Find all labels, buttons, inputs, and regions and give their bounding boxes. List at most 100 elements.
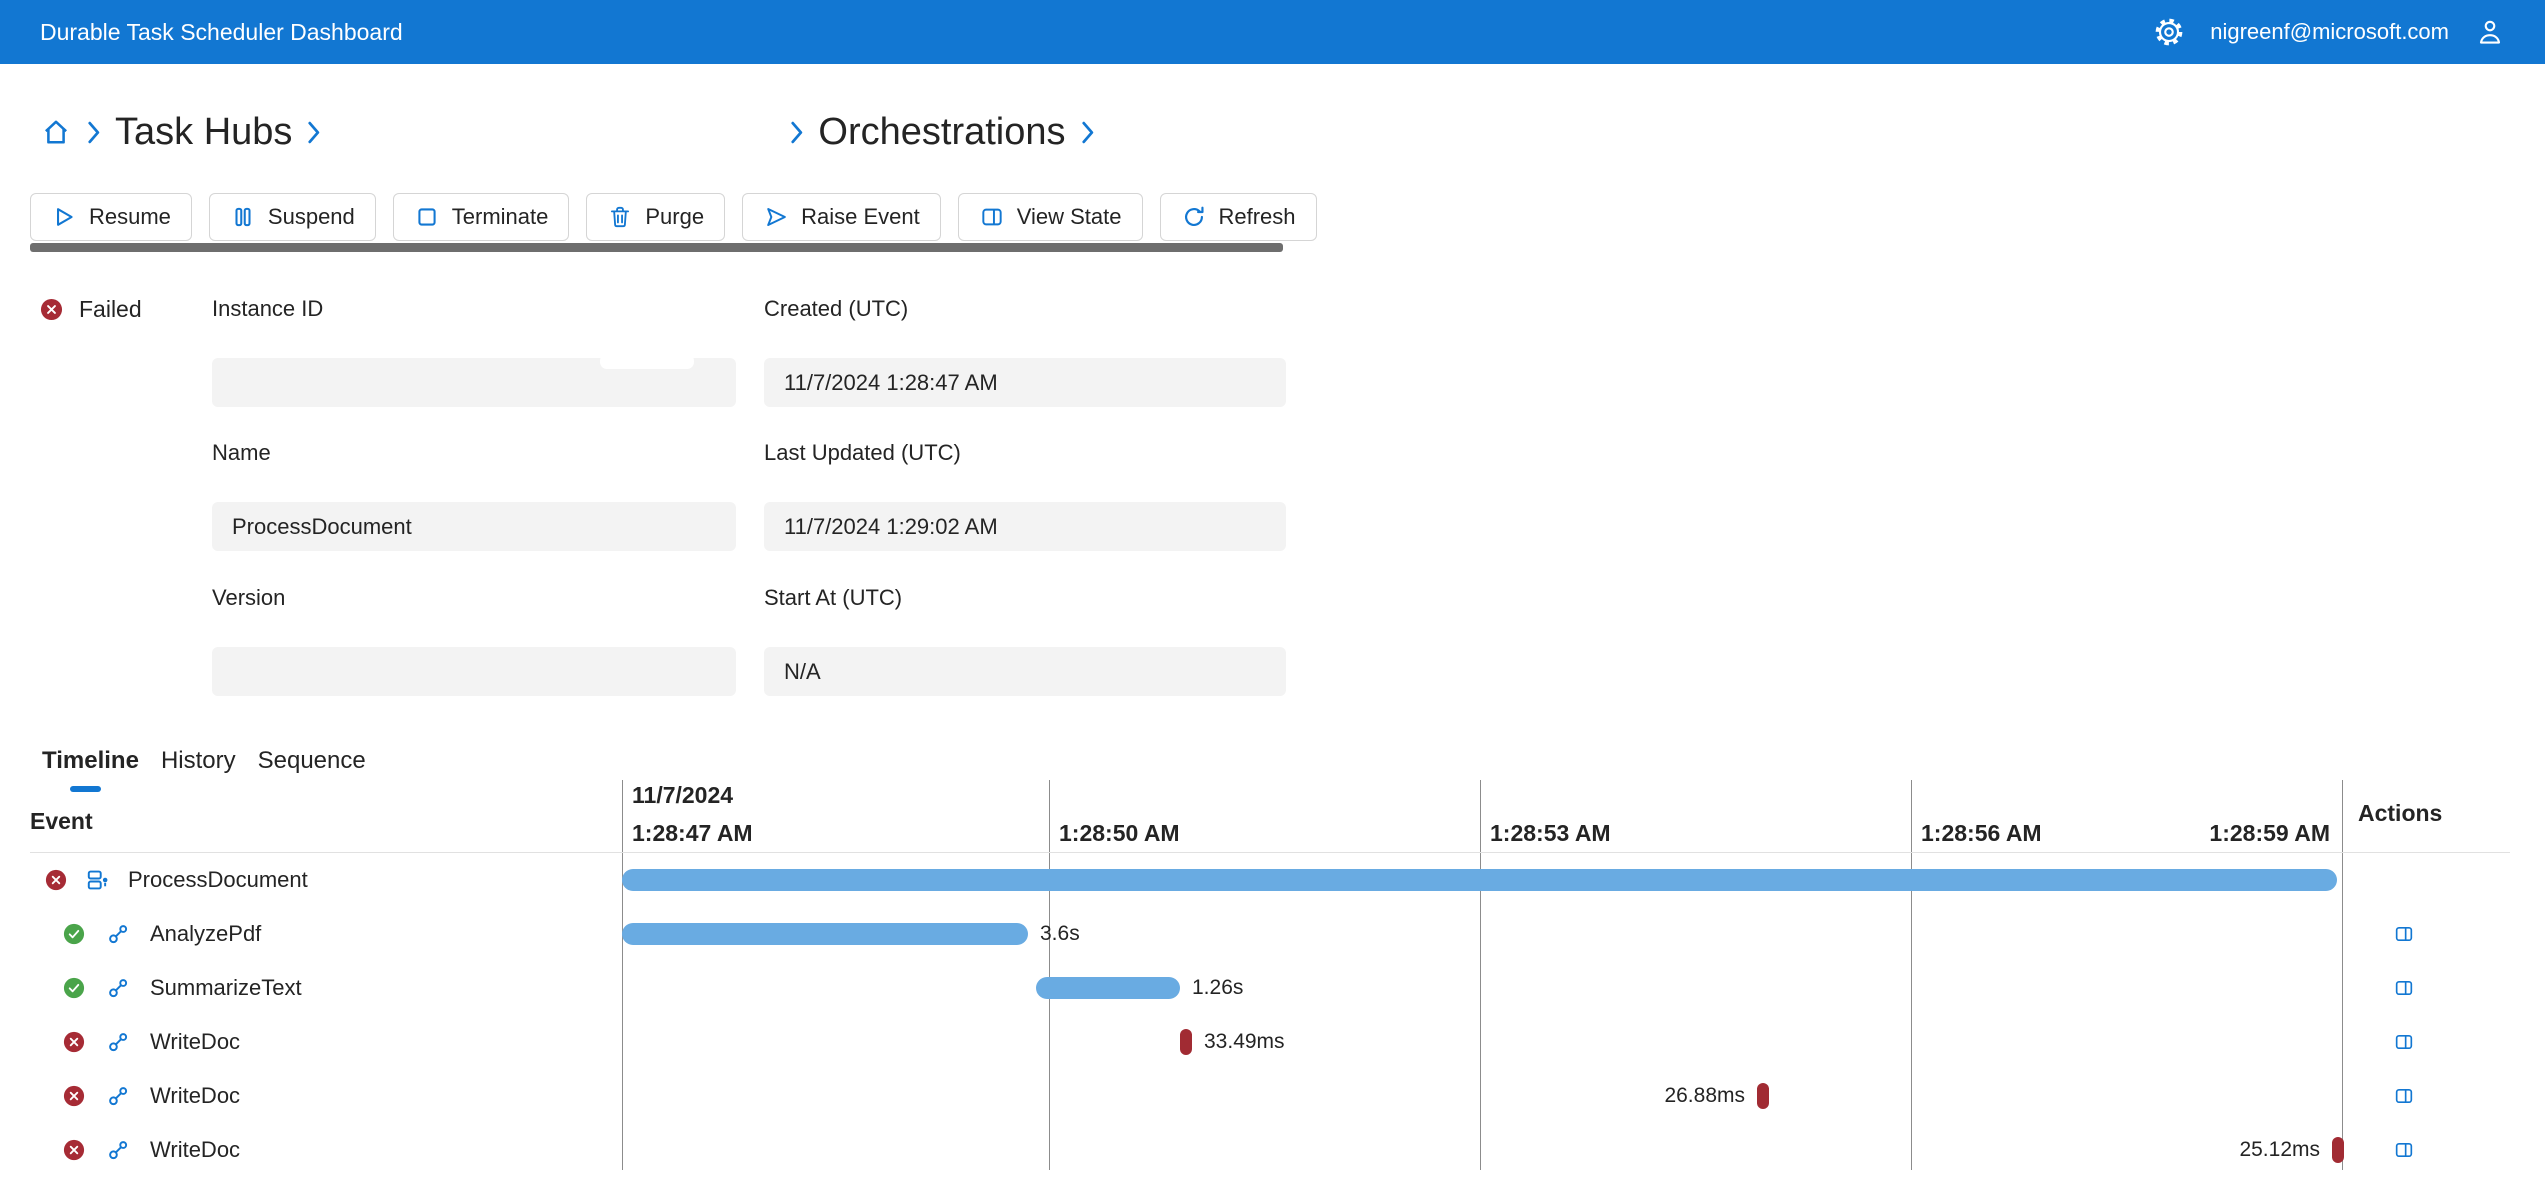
field-label: Created (UTC) [764, 296, 909, 321]
activity-icon [105, 921, 131, 947]
axis-date-label: 11/7/2024 [632, 782, 734, 808]
button-label: View State [1016, 204, 1122, 229]
pause-icon [230, 204, 256, 230]
axis-tick-label: 1:28:53 AM [1490, 820, 1611, 846]
timeline-bar[interactable] [622, 923, 1028, 945]
suspend-button[interactable]: Suspend [208, 193, 376, 241]
breadcrumb-orchestrations[interactable]: Orchestrations [818, 110, 1066, 153]
breadcrumb: Task Hubs Orchestrations [40, 96, 1095, 168]
actions-column-header: Actions [2358, 800, 2443, 826]
activity-icon [105, 975, 131, 1001]
field-value: ProcessDocument [232, 514, 412, 539]
timeline-row-processdocument: ProcessDocument [0, 853, 2545, 907]
view-state-icon[interactable] [2392, 1085, 2416, 1107]
active-tab-indicator [70, 786, 101, 792]
button-label: Purge [645, 204, 705, 229]
view-state-icon[interactable] [2392, 977, 2416, 999]
timeline-header-divider [30, 852, 2510, 853]
event-name: WriteDoc [150, 1137, 241, 1162]
event-name: SummarizeText [150, 975, 302, 1000]
timeline-rows: ProcessDocument AnalyzePdf 3.6s SummarizeTe… [0, 853, 2545, 1177]
timeline-gridline [1480, 780, 1481, 1170]
timeline-gridline [622, 780, 623, 1170]
field-label: Name [212, 440, 271, 465]
field-value-box [212, 647, 736, 696]
view-state-icon[interactable] [2392, 1031, 2416, 1053]
duration-label: 25.12ms [2239, 1138, 2320, 1161]
field-value-box: 11/7/2024 1:28:47 AM [764, 358, 1286, 407]
event-name: ProcessDocument [128, 867, 308, 892]
refresh-button[interactable]: Refresh [1159, 193, 1317, 241]
view-state-icon[interactable] [2392, 1139, 2416, 1161]
activity-icon [105, 1083, 131, 1109]
timeline-bar[interactable] [1036, 977, 1180, 999]
field-label: Last Updated (UTC) [764, 440, 961, 465]
timeline-bar-failed[interactable] [1180, 1029, 1192, 1055]
button-label: Resume [89, 204, 171, 229]
button-label: Terminate [451, 204, 549, 229]
tab-history[interactable]: History [160, 747, 236, 774]
timeline-bar-failed[interactable] [1757, 1083, 1769, 1109]
button-label: Refresh [1218, 204, 1296, 229]
breadcrumb-task-hubs[interactable]: Task Hubs [115, 110, 293, 153]
failed-status-icon [63, 1139, 85, 1161]
actions-column-separator [2342, 780, 2343, 1170]
view-state-icon[interactable] [2392, 923, 2416, 945]
timeline-row-writedoc: WriteDoc 26.88ms [0, 1069, 2545, 1123]
field-value: 11/7/2024 1:28:47 AM [784, 370, 998, 395]
gear-icon[interactable] [2154, 17, 2184, 47]
home-icon[interactable] [40, 116, 72, 148]
timeline-row-writedoc: WriteDoc 25.12ms [0, 1123, 2545, 1177]
duration-label: 33.49ms [1204, 1030, 1285, 1053]
field-value-box [212, 354, 736, 407]
activity-icon [105, 1137, 131, 1163]
event-column-header: Event [30, 808, 93, 834]
field-value-box: 11/7/2024 1:29:02 AM [764, 502, 1286, 551]
duration-label: 26.88ms [1664, 1084, 1745, 1107]
timeline-bar-failed[interactable] [2332, 1137, 2344, 1163]
event-name: WriteDoc [150, 1083, 241, 1108]
axis-tick-label: 1:28:59 AM [2209, 820, 2330, 846]
play-icon [51, 204, 77, 230]
event-name: AnalyzePdf [150, 921, 262, 946]
trash-icon [607, 204, 633, 230]
resume-button[interactable]: Resume [30, 193, 192, 241]
user-email[interactable]: nigreenf@microsoft.com [2210, 19, 2449, 44]
orchestration-toolbar: Resume Suspend Terminate Purge Raise Event Vi… [30, 193, 1317, 241]
axis-tick-label: 1:28:56 AM [1921, 820, 2042, 846]
terminate-button[interactable]: Terminate [392, 193, 570, 241]
field-last-updated-utc-: Last Updated (UTC) 11/7/2024 1:29:02 AM [764, 440, 1286, 551]
field-label: Start At (UTC) [764, 585, 903, 610]
user-icon[interactable] [2475, 17, 2505, 47]
field-value: 11/7/2024 1:29:02 AM [784, 514, 998, 539]
chevron-right-icon [306, 120, 321, 145]
tab-timeline[interactable]: Timeline [42, 747, 139, 774]
field-value-box: ProcessDocument [212, 502, 736, 551]
chevron-right-icon [86, 120, 101, 145]
detail-tabs: Timeline History Sequence [42, 744, 366, 792]
timeline-gridline [1049, 780, 1050, 1170]
duration-label: 1.26s [1192, 976, 1244, 999]
toolbar-divider [30, 243, 1283, 252]
top-bar: Durable Task Scheduler Dashboard nigreen… [0, 0, 2545, 64]
duration-label: 3.6s [1040, 922, 1080, 945]
tab-sequence[interactable]: Sequence [257, 747, 366, 774]
axis-tick-label: 1:28:50 AM [1059, 820, 1180, 846]
completed-status-icon [63, 923, 85, 945]
view-state-button[interactable]: View State [957, 193, 1143, 241]
field-name: Name ProcessDocument [212, 440, 736, 551]
status-label: Failed [79, 296, 142, 322]
raise-event-button[interactable]: Raise Event [742, 193, 941, 241]
purge-button[interactable]: Purge [586, 193, 726, 241]
chevron-right-icon [789, 120, 804, 145]
failed-status-icon [63, 1031, 85, 1053]
orchestration-status: Failed [40, 296, 142, 323]
breadcrumb-redacted-gap [335, 132, 775, 133]
field-label: Instance ID [212, 296, 324, 321]
field-instance-id: Instance ID [212, 296, 736, 407]
event-name: WriteDoc [150, 1029, 241, 1054]
timeline-panel: Event Actions 11/7/2024 1:28:47 AM 1:28:5… [0, 780, 2545, 1180]
timeline-bar[interactable] [622, 869, 2337, 891]
stop-icon [414, 204, 440, 230]
field-value: N/A [784, 659, 821, 684]
